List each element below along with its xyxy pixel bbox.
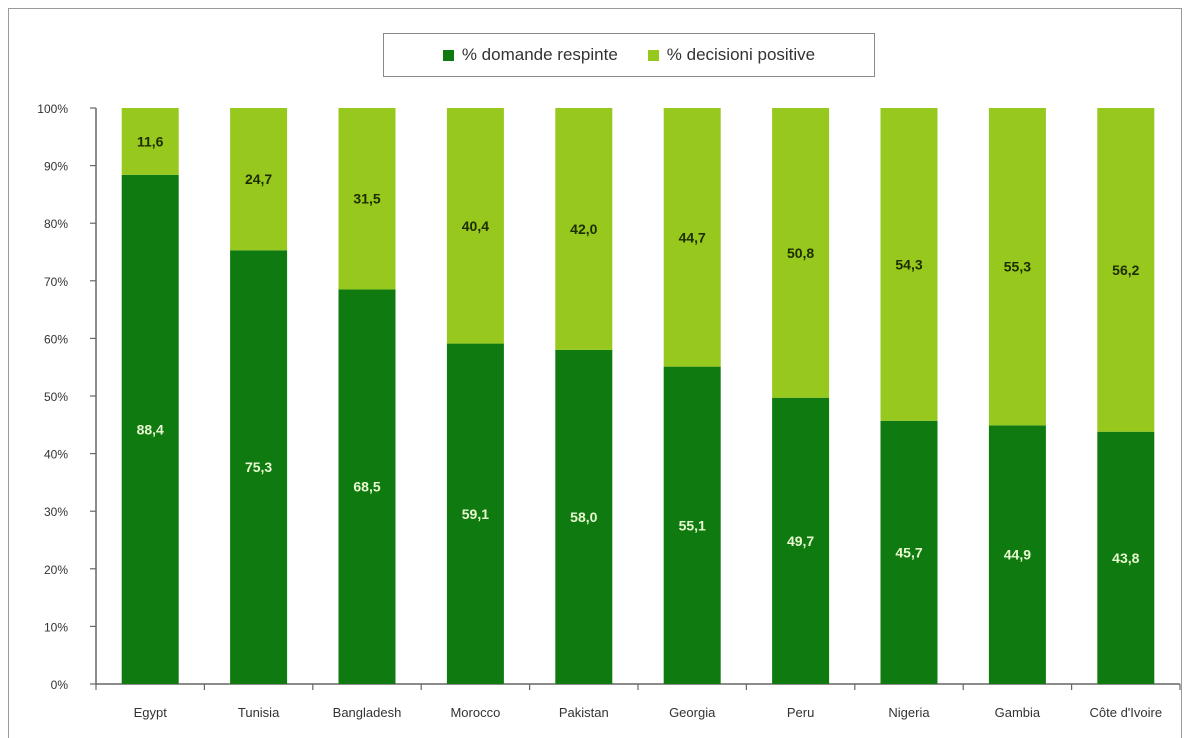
- bar-positive-2: [338, 108, 396, 290]
- x-category-label: Pakistan: [559, 705, 609, 720]
- data-label-rejected: 55,1: [679, 517, 706, 533]
- x-category-label: Bangladesh: [333, 705, 402, 720]
- bar-positive-0: [121, 108, 179, 175]
- x-category-label: Tunisia: [238, 705, 280, 720]
- y-tick-label: 50%: [44, 390, 68, 404]
- x-category-label: Peru: [787, 705, 814, 720]
- data-label-rejected: 75,3: [245, 459, 272, 475]
- bar-rejected-6: [772, 397, 830, 684]
- data-label-positive: 40,4: [462, 218, 489, 234]
- data-label-rejected: 88,4: [137, 421, 164, 437]
- bar-rejected-8: [988, 425, 1046, 684]
- x-category-label: Morocco: [450, 705, 500, 720]
- legend-swatch-positive: [647, 49, 659, 61]
- y-tick-label: 10%: [44, 620, 68, 634]
- data-label-rejected: 49,7: [787, 533, 814, 549]
- y-tick-label: 90%: [44, 160, 68, 174]
- data-label-positive: 54,3: [895, 256, 922, 272]
- legend-swatch-rejected: [442, 49, 454, 61]
- y-tick-label: 60%: [44, 332, 68, 346]
- y-tick-label: 40%: [44, 448, 68, 462]
- bar-positive-8: [988, 108, 1046, 426]
- y-tick-label: 30%: [44, 505, 68, 519]
- y-tick-label: 80%: [44, 217, 68, 231]
- x-category-label: Egypt: [134, 705, 168, 720]
- y-tick-label: 70%: [44, 275, 68, 289]
- data-label-positive: 11,6: [137, 133, 164, 149]
- bar-rejected-2: [338, 289, 396, 684]
- data-label-positive: 44,7: [679, 229, 706, 245]
- data-label-positive: 24,7: [245, 171, 272, 187]
- x-category-label: Nigeria: [888, 705, 930, 720]
- data-label-rejected: 45,7: [895, 544, 922, 560]
- legend: % domande respinte % decisioni positive: [383, 33, 875, 77]
- data-label-positive: 50,8: [787, 245, 814, 261]
- data-label-rejected: 59,1: [462, 506, 489, 522]
- bar-rejected-4: [555, 349, 613, 684]
- bar-rejected-3: [446, 343, 504, 684]
- legend-item-rejected: % domande respinte: [442, 45, 618, 65]
- legend-item-positive: % decisioni positive: [647, 45, 816, 65]
- y-tick-label: 100%: [37, 102, 68, 116]
- bar-positive-9: [1097, 108, 1155, 432]
- x-category-label: Gambia: [995, 705, 1041, 720]
- x-category-label: Côte d'Ivoire: [1090, 705, 1163, 720]
- data-label-rejected: 58,0: [570, 509, 597, 525]
- y-tick-label: 20%: [44, 563, 68, 577]
- chart-frame: [8, 8, 1182, 738]
- data-label-rejected: 44,9: [1004, 547, 1031, 563]
- data-label-rejected: 68,5: [353, 479, 380, 495]
- y-tick-label: 0%: [51, 678, 69, 692]
- data-label-rejected: 43,8: [1112, 550, 1139, 566]
- legend-label-positive: % decisioni positive: [666, 45, 816, 64]
- bar-rejected-7: [880, 420, 938, 684]
- bar-rejected-1: [230, 250, 288, 684]
- bar-rejected-9: [1097, 431, 1155, 684]
- bar-positive-7: [880, 108, 938, 421]
- bar-positive-1: [230, 108, 288, 251]
- bar-rejected-5: [663, 366, 721, 684]
- data-label-positive: 56,2: [1112, 262, 1139, 278]
- bar-positive-6: [772, 108, 830, 398]
- x-category-label: Georgia: [669, 705, 716, 720]
- bar-rejected-0: [121, 174, 179, 685]
- data-label-positive: 42,0: [570, 221, 597, 237]
- legend-label-rejected: % domande respinte: [461, 45, 618, 64]
- bar-positive-4: [555, 108, 613, 350]
- data-label-positive: 55,3: [1004, 259, 1031, 275]
- bar-positive-3: [446, 108, 504, 344]
- bar-positive-5: [663, 108, 721, 367]
- data-label-positive: 31,5: [353, 191, 380, 207]
